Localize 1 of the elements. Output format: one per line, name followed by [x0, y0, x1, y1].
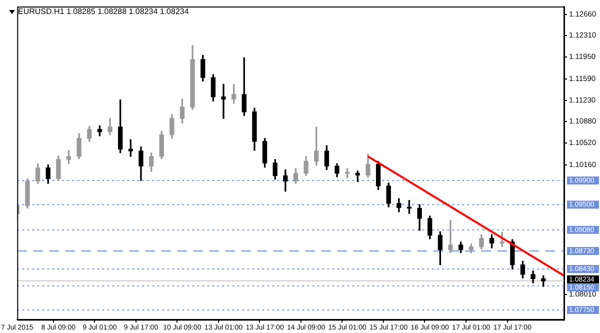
chart-title: EURUSD.H1 1.08285 1.08288 1.08234 1.08234	[18, 7, 189, 16]
